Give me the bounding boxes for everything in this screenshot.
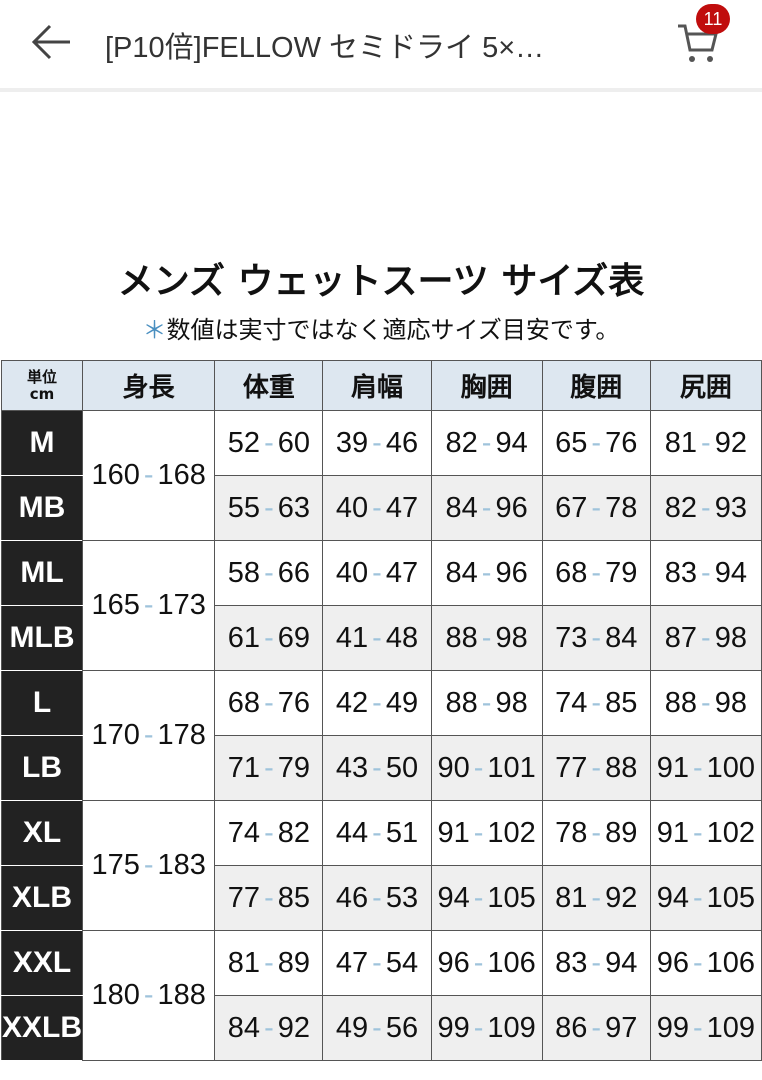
measure-cell: 74-85	[541, 670, 651, 736]
measure-cell: 96-106	[430, 930, 543, 996]
measure-cell: 81-89	[214, 930, 324, 996]
size-label: L	[0, 670, 84, 736]
measure-cell: 47-54	[322, 930, 432, 996]
measure-cell: 99-109	[649, 995, 762, 1061]
column-header: 尻囲	[649, 360, 762, 411]
size-label: XXL	[0, 930, 84, 996]
size-label: M	[0, 410, 84, 476]
measure-cell: 90-101	[430, 735, 543, 801]
size-label: ML	[0, 540, 84, 606]
height-range: 175-183	[82, 800, 216, 931]
table-row: XXLB 84-92 49-56 99-109 86-97 99-109	[0, 995, 762, 1061]
measure-cell: 91-102	[649, 800, 762, 866]
size-label: MB	[0, 475, 84, 541]
cart-icon[interactable]	[676, 20, 720, 64]
table-row: XXL 180-188 81-89 47-54 96-106 83-94 96-106	[0, 930, 762, 1061]
measure-cell: 58-66	[214, 540, 324, 606]
size-label: XXLB	[0, 995, 84, 1061]
measure-cell: 42-49	[322, 670, 432, 736]
measure-cell: 55-63	[214, 475, 324, 541]
column-header: 胸囲	[430, 360, 543, 411]
measure-cell: 81-92	[649, 410, 762, 476]
measure-cell: 43-50	[322, 735, 432, 801]
measure-cell: 83-94	[649, 540, 762, 606]
measure-cell: 73-84	[541, 605, 651, 671]
table-row: ML 165-173 58-66 40-47 84-96 68-79 83-94	[0, 540, 762, 671]
measure-cell: 96-106	[649, 930, 762, 996]
product-title: [P10倍]FELLOW セミドライ 5×…	[105, 32, 545, 64]
column-header: 腹囲	[541, 360, 651, 411]
back-arrow-icon[interactable]	[30, 22, 74, 62]
measure-cell: 87-98	[649, 605, 762, 671]
column-header: 身長	[82, 360, 216, 411]
measure-cell: 82-94	[430, 410, 543, 476]
table-row: M 160-168 52-60 39-46 82-94 65-76 81-92	[0, 410, 762, 541]
top-nav-bar: [P10倍]FELLOW セミドライ 5×… 11	[0, 0, 762, 92]
measure-cell: 84-96	[430, 475, 543, 541]
measure-cell: 49-56	[322, 995, 432, 1061]
measure-cell: 81-92	[541, 865, 651, 931]
measure-cell: 88-98	[430, 670, 543, 736]
measure-cell: 40-47	[322, 540, 432, 606]
measure-cell: 41-48	[322, 605, 432, 671]
measure-cell: 91-100	[649, 735, 762, 801]
measure-cell: 68-79	[541, 540, 651, 606]
measure-cell: 78-89	[541, 800, 651, 866]
size-table: 単位 cm 身長 体重 肩幅 胸囲 腹囲 尻囲 M 160-168 52-60 39-46 82-94…	[0, 360, 762, 1061]
size-chart-note: ＊数値は実寸ではなく適応サイズ目安です。	[142, 316, 620, 344]
measure-cell: 84-92	[214, 995, 324, 1061]
measure-cell: 84-96	[430, 540, 543, 606]
column-header: 体重	[214, 360, 324, 411]
size-label: LB	[0, 735, 84, 801]
measure-cell: 86-97	[541, 995, 651, 1061]
size-label: XLB	[0, 865, 84, 931]
measure-cell: 46-53	[322, 865, 432, 931]
height-range: 180-188	[82, 930, 216, 1061]
height-range: 165-173	[82, 540, 216, 671]
measure-cell: 77-85	[214, 865, 324, 931]
table-row: MB 55-63 40-47 84-96 67-78 82-93	[0, 475, 762, 541]
size-label: XL	[0, 800, 84, 866]
height-range: 170-178	[82, 670, 216, 801]
measure-cell: 94-105	[430, 865, 543, 931]
column-header: 肩幅	[322, 360, 432, 411]
measure-cell: 91-102	[430, 800, 543, 866]
table-row: MLB 61-69 41-48 88-98 73-84 87-98	[0, 605, 762, 671]
table-row: XLB 77-85 46-53 94-105 81-92 94-105	[0, 865, 762, 931]
measure-cell: 61-69	[214, 605, 324, 671]
measure-cell: 71-79	[214, 735, 324, 801]
measure-cell: 67-78	[541, 475, 651, 541]
measure-cell: 88-98	[649, 670, 762, 736]
size-chart-heading: メンズ ウェットスーツ サイズ表	[117, 261, 645, 302]
table-row: L 170-178 68-76 42-49 88-98 74-85 88-98	[0, 670, 762, 801]
cart-count-badge: 11	[696, 4, 730, 34]
measure-cell: 40-47	[322, 475, 432, 541]
measure-cell: 74-82	[214, 800, 324, 866]
measure-cell: 44-51	[322, 800, 432, 866]
height-range: 160-168	[82, 410, 216, 541]
measure-cell: 77-88	[541, 735, 651, 801]
measure-cell: 39-46	[322, 410, 432, 476]
unit-header: 単位 cm	[0, 360, 84, 411]
table-row: LB 71-79 43-50 90-101 77-88 91-100	[0, 735, 762, 801]
measure-cell: 99-109	[430, 995, 543, 1061]
measure-cell: 82-93	[649, 475, 762, 541]
measure-cell: 83-94	[541, 930, 651, 996]
measure-cell: 65-76	[541, 410, 651, 476]
measure-cell: 52-60	[214, 410, 324, 476]
measure-cell: 94-105	[649, 865, 762, 931]
measure-cell: 68-76	[214, 670, 324, 736]
table-row: XL 175-183 74-82 44-51 91-102 78-89 91-102	[0, 800, 762, 931]
measure-cell: 88-98	[430, 605, 543, 671]
size-label: MLB	[0, 605, 84, 671]
